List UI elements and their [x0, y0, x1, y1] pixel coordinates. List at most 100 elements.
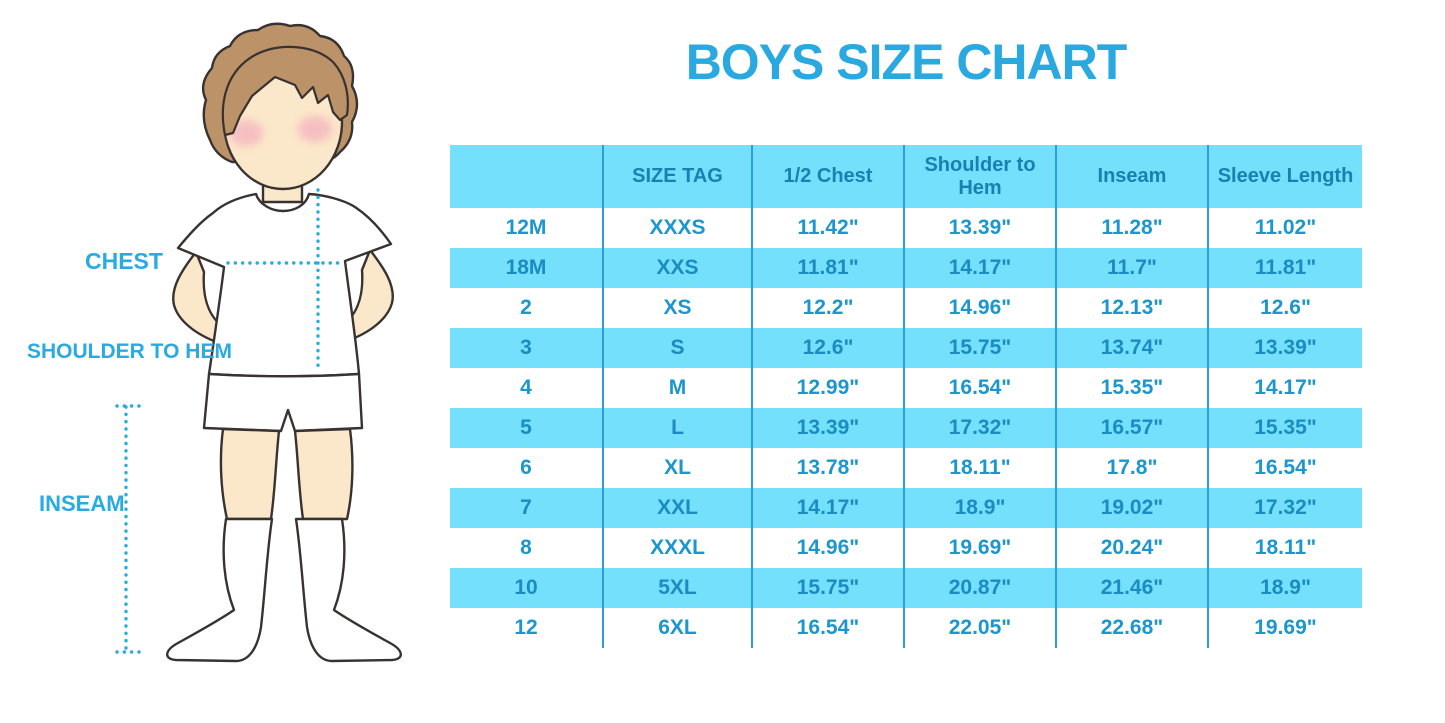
table-row: 7 XXL 14.17" 18.9" 19.02" 17.32"	[450, 488, 1362, 528]
measurement-cell: 11.28"	[1055, 208, 1208, 248]
measurement-cell: 12.2"	[751, 288, 904, 328]
column-header: Inseam	[1055, 145, 1208, 208]
measurement-cell: 6XL	[602, 608, 752, 648]
measurement-cell: 13.39"	[903, 208, 1056, 248]
table-row: 18M XXS 11.81" 14.17" 11.7" 11.81"	[450, 248, 1362, 288]
measurement-cell: 13.74"	[1055, 328, 1208, 368]
table-row: 3 S 12.6" 15.75" 13.74" 13.39"	[450, 328, 1362, 368]
size-cell: 8	[520, 536, 532, 559]
measurement-cell: 15.35"	[1207, 408, 1362, 448]
size-cell: 12	[514, 616, 538, 639]
table-row: 12 6XL 16.54" 22.05" 22.68" 19.69"	[450, 608, 1362, 648]
size-cell: 3	[520, 336, 532, 359]
measurement-cell: XS	[602, 288, 752, 328]
table-row: 6 XL 13.78" 18.11" 17.8" 16.54"	[450, 448, 1362, 488]
measurement-cell: 18.11"	[1207, 528, 1362, 568]
header-row: SIZE TAG 1/2 Chest Shoulder to Hem Inseam Sl…	[450, 145, 1362, 208]
measurement-cell: 16.54"	[751, 608, 904, 648]
table-body: 12M XXXS 11.42" 13.39" 11.28" 11.02" 18M XXS 11.…	[450, 208, 1362, 648]
shorts	[202, 372, 364, 433]
left-sock	[166, 517, 274, 663]
size-cell: 2	[520, 296, 532, 319]
measurement-cell: 19.69"	[1207, 608, 1362, 648]
measurement-cell: 22.05"	[903, 608, 1056, 648]
inseam-label: INSEAM	[39, 491, 125, 516]
shoulder-to-hem-label: SHOULDER TO HEM	[27, 340, 232, 363]
size-cell: 7	[520, 496, 532, 519]
page-title: BOYS SIZE CHART	[685, 34, 1128, 90]
measurement-cell: 14.17"	[751, 488, 904, 528]
hair-bangs	[221, 45, 349, 137]
size-cell: 18M	[505, 256, 547, 279]
measurement-cell: 18.9"	[1207, 568, 1362, 608]
size-cell: 12M	[505, 216, 547, 239]
measurement-cell: 11.7"	[1055, 248, 1208, 288]
table-row: 12M XXXS 11.42" 13.39" 11.28" 11.02"	[450, 208, 1362, 248]
measurement-cell: 16.54"	[903, 368, 1056, 408]
measurement-cell: 5XL	[602, 568, 752, 608]
measurement-cell: 14.17"	[1207, 368, 1362, 408]
measurement-cell: 13.39"	[1207, 328, 1362, 368]
size-cell: 10	[514, 576, 538, 599]
measurement-cell: 14.96"	[751, 528, 904, 568]
table-row: 2 XS 12.2" 14.96" 12.13" 12.6"	[450, 288, 1362, 328]
measurement-cell: 17.32"	[1207, 488, 1362, 528]
measurement-cell: XXL	[602, 488, 752, 528]
measurement-cell: 19.02"	[1055, 488, 1208, 528]
measurement-cell: 13.39"	[751, 408, 904, 448]
chest-label: CHEST	[85, 248, 163, 274]
column-header: Shoulder to Hem	[903, 145, 1056, 208]
table-row: 5 L 13.39" 17.32" 16.57" 15.35"	[450, 408, 1362, 448]
size-cell: 6	[520, 456, 532, 479]
column-header: 1/2 Chest	[751, 145, 904, 208]
table-row: 8 XXXL 14.96" 19.69" 20.24" 18.11"	[450, 528, 1362, 568]
measurement-cell: XXS	[602, 248, 752, 288]
measurement-cell: 21.46"	[1055, 568, 1208, 608]
measurement-cell: 20.87"	[903, 568, 1056, 608]
left-cheek	[229, 120, 263, 146]
measurement-cell: 13.78"	[751, 448, 904, 488]
measurement-cell: 11.81"	[1207, 248, 1362, 288]
right-cheek	[298, 116, 332, 142]
right-leg	[293, 427, 354, 521]
measurement-cell: 16.57"	[1055, 408, 1208, 448]
size-table: SIZE TAG 1/2 Chest Shoulder to Hem Inseam Sl…	[450, 145, 1362, 648]
measurement-cell: 19.69"	[903, 528, 1056, 568]
measurement-cell: 18.11"	[903, 448, 1056, 488]
left-leg	[219, 427, 281, 521]
empty-corner-header	[450, 145, 603, 208]
t-shirt	[176, 192, 393, 378]
measurement-cell: S	[602, 328, 752, 368]
size-cell: 4	[520, 376, 532, 399]
measurement-cell: 17.8"	[1055, 448, 1208, 488]
column-header: Sleeve Length	[1207, 145, 1362, 208]
measurement-cell: 16.54"	[1207, 448, 1362, 488]
measurement-cell: 15.75"	[751, 568, 904, 608]
measurement-cell: XXXL	[602, 528, 752, 568]
measurement-cell: 12.6"	[751, 328, 904, 368]
measurement-cell: 11.42"	[751, 208, 904, 248]
measurement-cell: 22.68"	[1055, 608, 1208, 648]
measurement-cell: 15.75"	[903, 328, 1056, 368]
boy-illustration	[115, 22, 402, 663]
column-header: SIZE TAG	[602, 145, 752, 208]
measurement-cell: 15.35"	[1055, 368, 1208, 408]
measurement-cell: XL	[602, 448, 752, 488]
left-arm	[172, 250, 230, 346]
table-row: 4 M 12.99" 16.54" 15.35" 14.17"	[450, 368, 1362, 408]
measurement-cell: 12.13"	[1055, 288, 1208, 328]
measurement-cell: 11.81"	[751, 248, 904, 288]
table-row: 10 5XL 15.75" 20.87" 21.46" 18.9"	[450, 568, 1362, 608]
measurement-cell: M	[602, 368, 752, 408]
size-cell: 5	[520, 416, 532, 439]
measurement-cell: 20.24"	[1055, 528, 1208, 568]
measurement-cell: L	[602, 408, 752, 448]
measurement-cell: 12.99"	[751, 368, 904, 408]
measurement-cell: 14.96"	[903, 288, 1056, 328]
measurement-cell: 14.17"	[903, 248, 1056, 288]
measurement-cell: 11.02"	[1207, 208, 1362, 248]
measurement-cell: 18.9"	[903, 488, 1056, 528]
measurement-cell: 12.6"	[1207, 288, 1362, 328]
measurement-cell: XXXS	[602, 208, 752, 248]
